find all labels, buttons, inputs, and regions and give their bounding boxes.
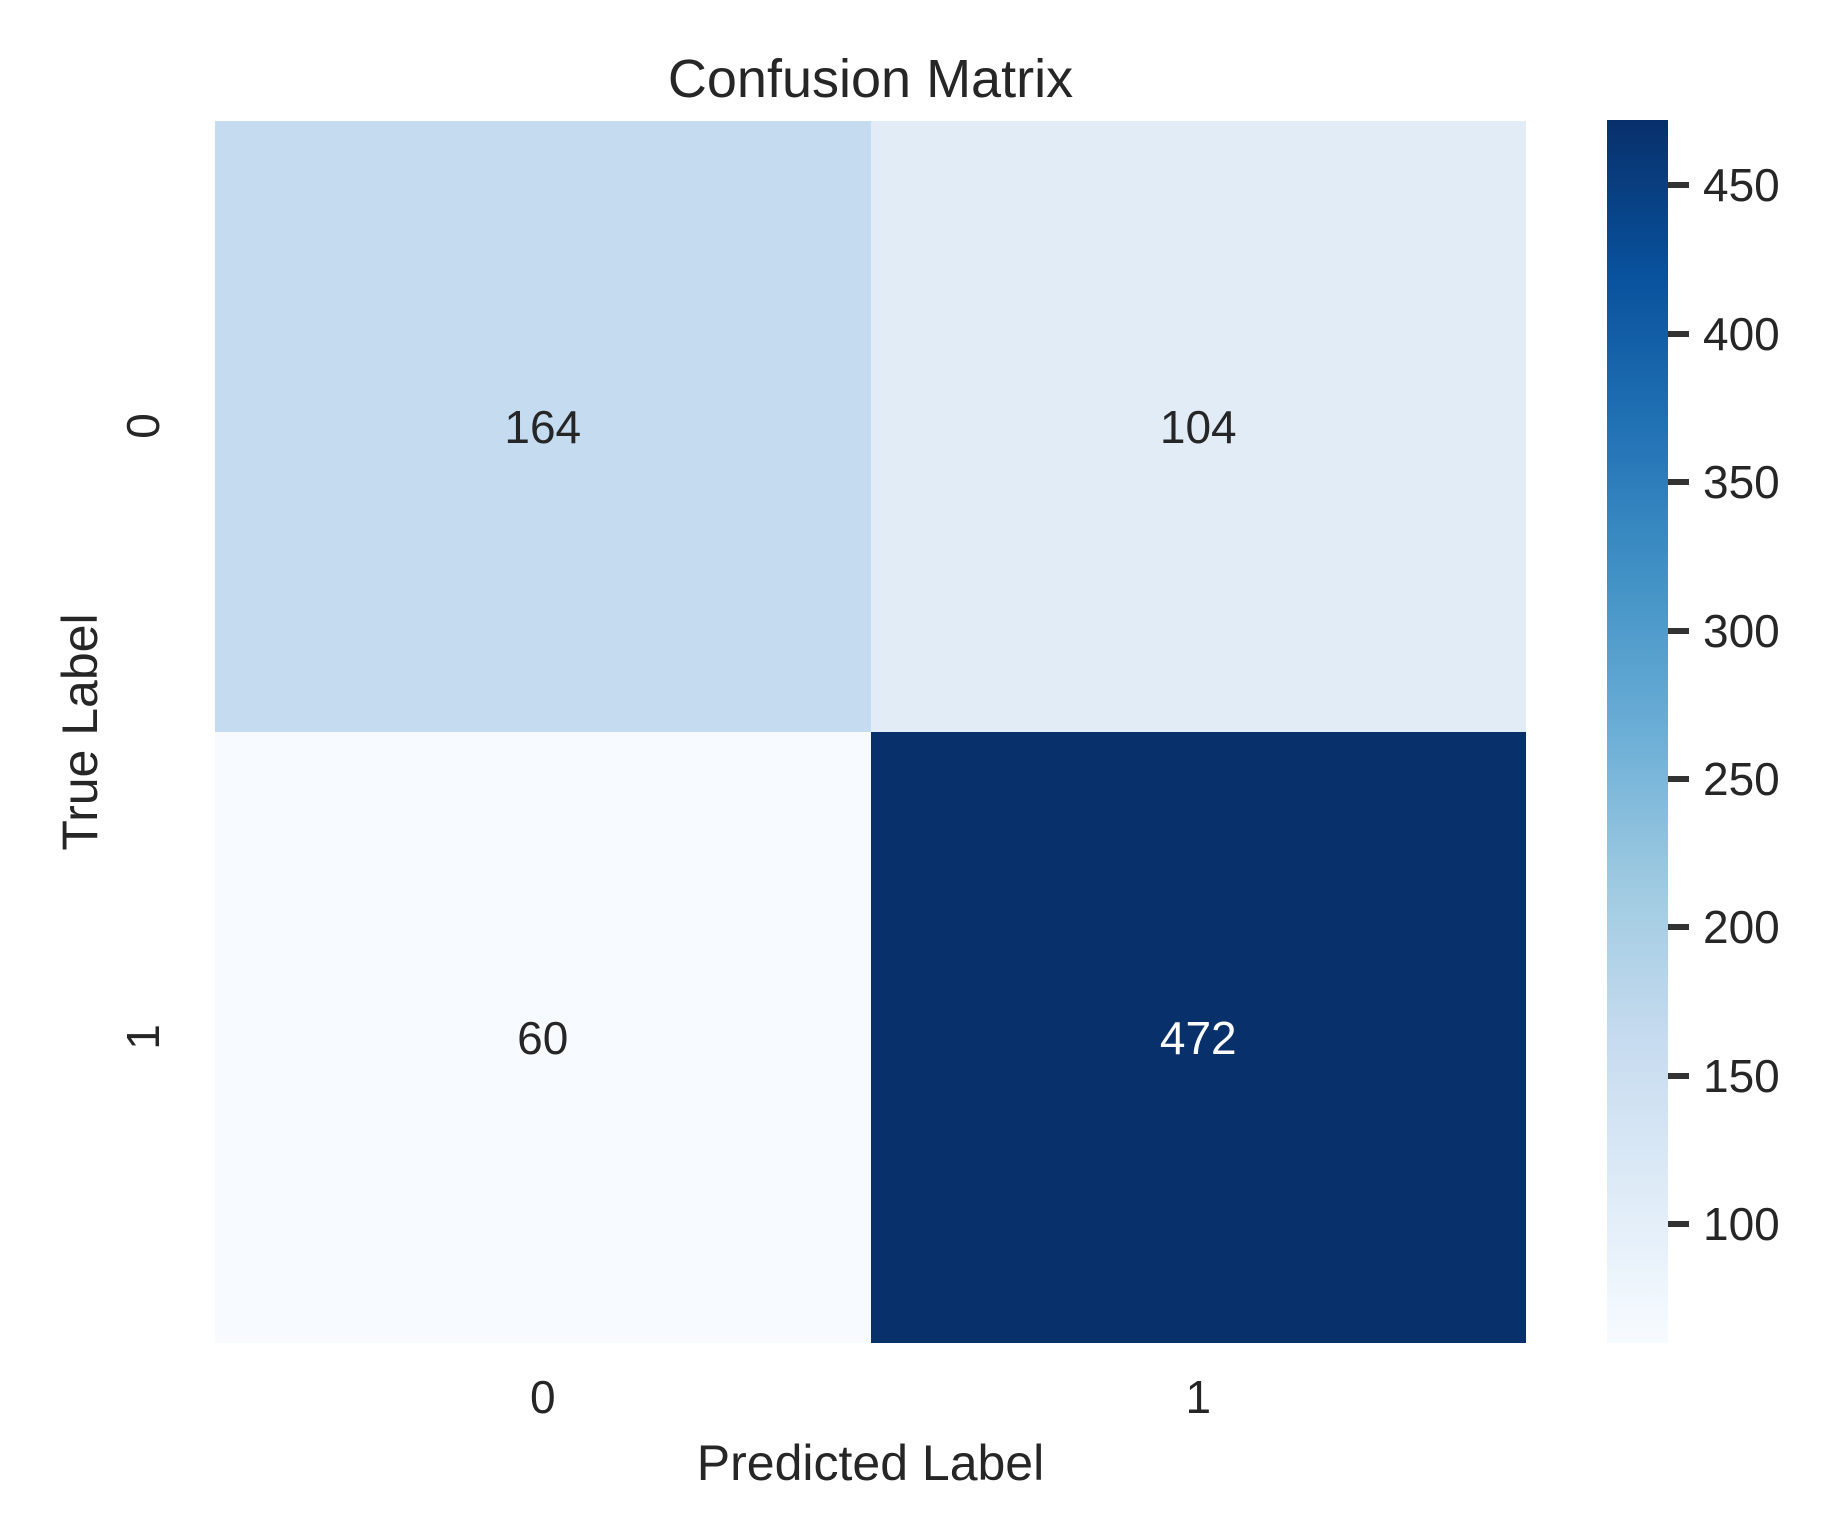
colorbar-tick-label-200: 200 [1703, 901, 1780, 954]
x-tick-label-1: 1 [1185, 1371, 1212, 1423]
colorbar-tick-mark-450 [1668, 182, 1689, 189]
colorbar-tick-mark-400 [1668, 330, 1689, 337]
y-tick-label-0: 0 [117, 413, 169, 439]
heatmap-grid: 164 104 60 472 [215, 121, 1526, 1343]
y-axis-label: True Label [52, 613, 108, 851]
colorbar-tick-mark-100 [1668, 1221, 1689, 1228]
colorbar-tick-mark-300 [1668, 627, 1689, 634]
colorbar-tick-label-250: 250 [1703, 752, 1780, 805]
x-tick-label-0: 0 [529, 1371, 556, 1423]
y-tick-label-1: 1 [117, 1024, 169, 1050]
colorbar-tick-label-150: 150 [1703, 1049, 1780, 1102]
colorbar-tick-label-350: 350 [1703, 456, 1780, 509]
x-axis-label: Predicted Label [696, 1435, 1045, 1491]
colorbar-tick-label-450: 450 [1703, 159, 1780, 212]
matrix-cell-r1c1: 472 [870, 732, 1526, 1343]
colorbar-tick-mark-350 [1668, 479, 1689, 486]
colorbar-tick-mark-150 [1668, 1072, 1689, 1079]
chart-title: Confusion Matrix [667, 49, 1074, 109]
colorbar-tick-mark-200 [1668, 924, 1689, 931]
matrix-cell-r0c0: 164 [215, 121, 871, 732]
matrix-cell-r1c0: 60 [215, 732, 871, 1343]
x-tick-row: 0 1 [215, 1372, 1526, 1422]
colorbar-tick-label-300: 300 [1703, 604, 1780, 657]
colorbar-tick-label-100: 100 [1703, 1198, 1780, 1251]
matrix-cell-r0c1: 104 [870, 121, 1526, 732]
colorbar-tick-mark-250 [1668, 775, 1689, 782]
colorbar [1607, 120, 1668, 1343]
colorbar-tick-label-400: 400 [1703, 307, 1780, 360]
